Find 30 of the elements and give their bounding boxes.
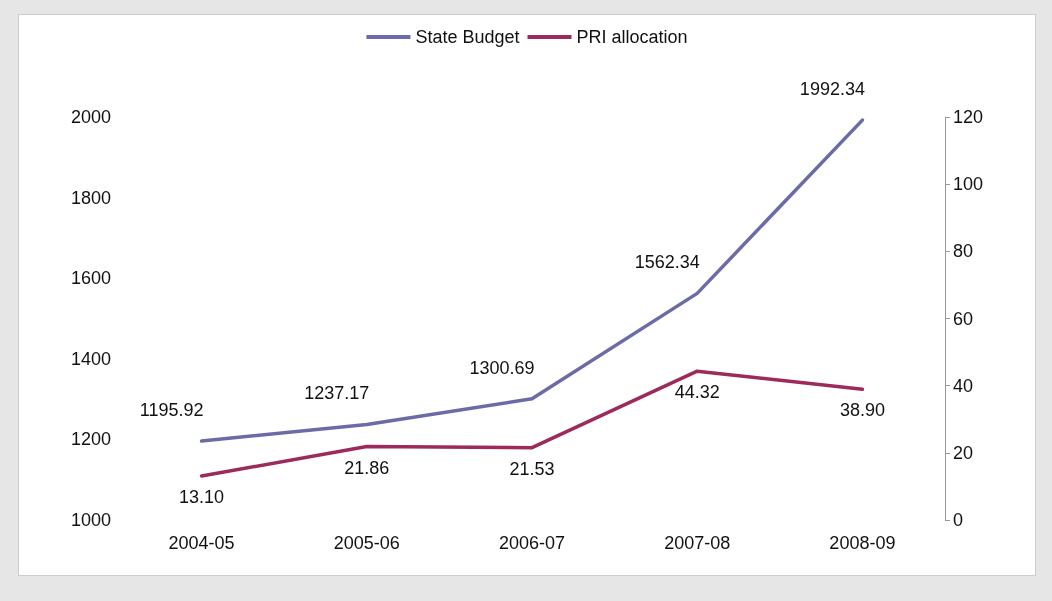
y2-tick-label: 100 (953, 174, 984, 195)
y-tick-label: 1200 (70, 429, 111, 450)
data-label: 38.90 (839, 400, 885, 421)
data-label: 1992.34 (799, 79, 865, 100)
y2-tick-label: 60 (953, 308, 974, 329)
data-label: 13.10 (179, 487, 225, 508)
y2-tick-label: 0 (953, 510, 964, 530)
y-tick-label: 1800 (70, 187, 111, 208)
data-label: 1237.17 (304, 383, 370, 404)
y-tick-label: 1600 (70, 268, 111, 289)
x-tick-label: 2008-09 (829, 533, 896, 553)
y2-tick-label: 120 (953, 107, 984, 127)
y2-tick-label: 80 (953, 241, 974, 262)
y-tick-label: 1400 (70, 348, 111, 369)
y2-tick-label: 20 (953, 442, 974, 463)
data-label: 1300.69 (469, 357, 535, 378)
data-label: 1195.92 (139, 400, 204, 421)
y-tick-label: 1000 (70, 510, 111, 530)
legend-label: State Budget (415, 27, 520, 47)
x-tick-label: 2007-08 (664, 533, 731, 553)
data-label: 44.32 (674, 382, 720, 403)
y2-tick-label: 40 (953, 375, 974, 396)
data-label: 21.53 (509, 458, 555, 479)
x-tick-label: 2006-07 (498, 533, 566, 553)
data-label: 1562.34 (634, 252, 700, 273)
legend-label: PRI allocation (576, 27, 688, 47)
data-label: 21.86 (344, 457, 390, 478)
y-tick-label: 2000 (70, 107, 111, 127)
x-tick-label: 2005-06 (333, 533, 400, 553)
x-tick-label: 2004-05 (168, 533, 235, 553)
